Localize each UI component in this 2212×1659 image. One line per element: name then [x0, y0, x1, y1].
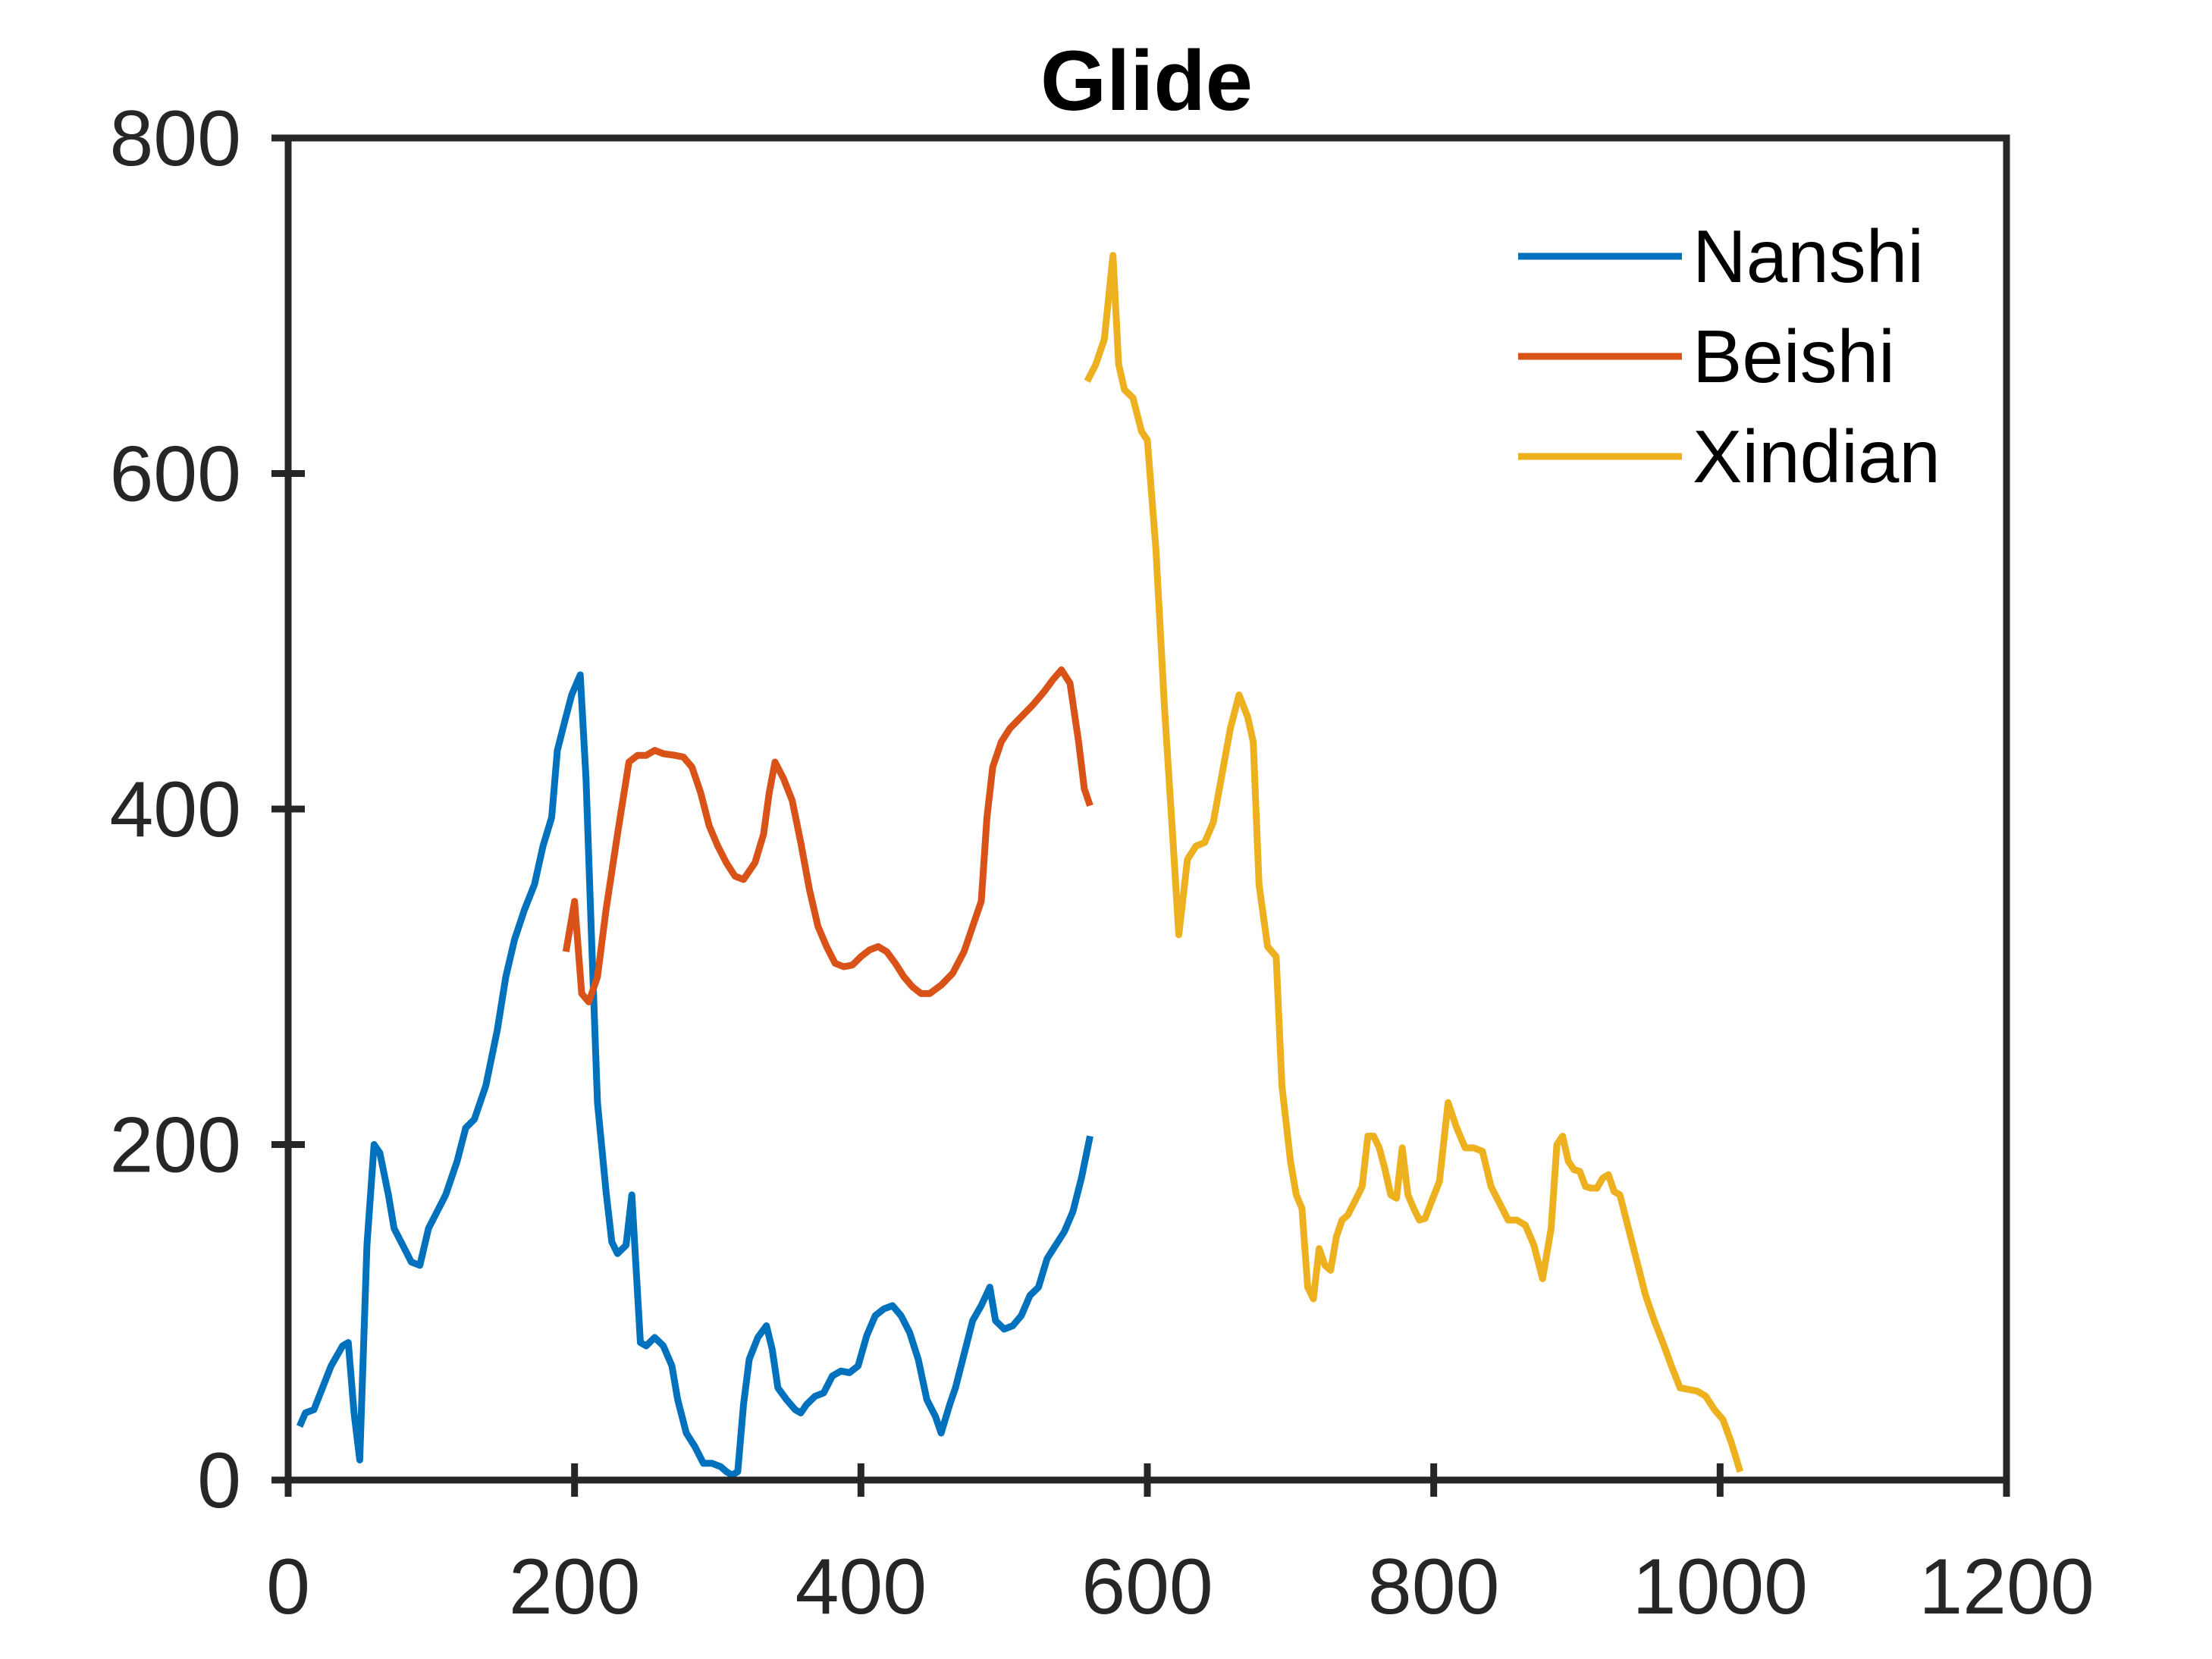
y-tick-label: 0 [197, 1437, 241, 1525]
legend-label-nanshi: Nanshi [1693, 215, 1924, 298]
x-axis: 0 200 400 600 800 1000 1200 [266, 1463, 2094, 1631]
y-axis: 0 200 400 600 800 [109, 95, 305, 1525]
y-tick-label: 600 [109, 431, 241, 519]
chart-title: Glide [1040, 33, 1253, 128]
x-tick-label: 400 [795, 1543, 927, 1631]
y-tick-label: 200 [109, 1102, 241, 1190]
legend-label-beishi: Beishi [1693, 315, 1895, 398]
series-line-xindian [1084, 252, 1744, 1473]
series-line-beishi [562, 666, 1093, 1005]
y-tick-label: 800 [109, 95, 241, 183]
y-tick-label: 400 [109, 766, 241, 854]
series-layer [296, 252, 1744, 1479]
x-tick-label: 0 [266, 1543, 310, 1631]
legend-label-xindian: Xindian [1693, 415, 1941, 498]
legend: Nanshi Beishi Xindian [1518, 215, 1941, 498]
x-tick-label: 1200 [1919, 1543, 2094, 1631]
x-tick-label: 600 [1081, 1543, 1213, 1631]
x-tick-label: 200 [509, 1543, 641, 1631]
x-tick-label: 800 [1368, 1543, 1500, 1631]
x-tick-label: 1000 [1633, 1543, 1808, 1631]
series-line-nanshi [296, 671, 1093, 1479]
